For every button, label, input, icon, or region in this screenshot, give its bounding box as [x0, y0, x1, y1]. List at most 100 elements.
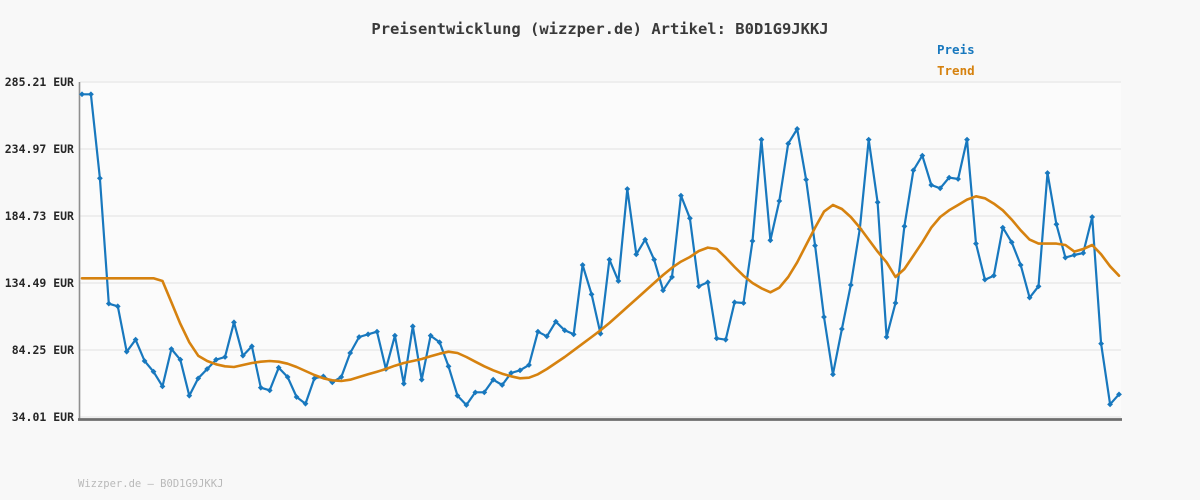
- data-point-marker: [928, 182, 935, 188]
- data-point-marker: [1035, 283, 1042, 290]
- y-axis-tick-label: 285.21 EUR: [5, 75, 74, 89]
- data-point-marker: [463, 402, 470, 408]
- data-point-marker: [186, 392, 193, 399]
- data-point-marker: [168, 346, 175, 352]
- data-point-marker: [293, 394, 300, 400]
- data-point-marker: [910, 167, 917, 174]
- data-point-marker: [195, 375, 202, 382]
- data-point-marker: [222, 354, 228, 360]
- legend-item-trend: Trend: [937, 63, 975, 78]
- data-point-marker: [642, 236, 649, 243]
- data-point-marker: [1026, 294, 1033, 301]
- data-point-marker: [275, 364, 282, 371]
- data-point-marker: [937, 185, 944, 192]
- data-point-marker: [266, 387, 273, 394]
- data-point-marker: [302, 400, 309, 407]
- data-point-marker: [892, 300, 899, 306]
- data-point-marker: [561, 327, 568, 334]
- data-point-marker: [472, 389, 479, 396]
- data-point-marker: [499, 382, 506, 388]
- data-point-marker: [114, 303, 121, 310]
- data-point-marker: [105, 300, 112, 307]
- chart-title: Preisentwicklung (wizzper.de) Artikel: B…: [371, 20, 829, 38]
- data-point-marker: [651, 256, 658, 263]
- data-point-marker: [973, 240, 979, 247]
- data-point-marker: [812, 242, 818, 249]
- data-point-marker: [409, 323, 416, 330]
- data-point-marker: [150, 368, 157, 375]
- data-point-marker: [508, 370, 515, 376]
- data-point-marker: [159, 383, 166, 390]
- data-point-marker: [526, 362, 532, 368]
- data-point-marker: [88, 91, 94, 98]
- data-point-marker: [713, 335, 720, 342]
- data-point-marker: [678, 192, 684, 199]
- data-point-marker: [821, 314, 827, 320]
- chart-legend: Preis Trend: [937, 39, 975, 81]
- data-point-marker: [535, 328, 541, 335]
- data-point-marker: [1053, 221, 1060, 228]
- data-point-marker: [964, 136, 970, 143]
- data-point-marker: [838, 326, 845, 332]
- data-point-marker: [830, 371, 836, 378]
- data-point-marker: [722, 336, 729, 343]
- data-point-marker: [427, 332, 434, 339]
- data-point-marker: [946, 174, 953, 181]
- y-axis-tick-label: 34.01 EUR: [12, 410, 74, 424]
- data-point-marker: [615, 278, 622, 284]
- data-point-marker: [96, 175, 103, 182]
- data-point-marker: [445, 363, 452, 370]
- data-point-marker: [365, 331, 371, 338]
- data-point-marker: [141, 358, 148, 364]
- y-axis-tick-label: 184.73 EUR: [5, 209, 74, 223]
- data-point-marker: [1017, 262, 1024, 268]
- data-point-marker: [847, 282, 854, 288]
- data-point-marker: [79, 91, 85, 98]
- data-point-marker: [347, 350, 354, 356]
- data-point-marker: [284, 374, 291, 380]
- data-point-marker: [374, 328, 380, 335]
- data-point-marker: [543, 333, 550, 340]
- data-point-marker: [517, 367, 523, 374]
- data-point-marker: [418, 376, 425, 383]
- data-point-marker: [749, 238, 756, 244]
- data-point-marker: [1089, 214, 1096, 220]
- watermark-text: Wizzper.de — B0D1G9JKKJ: [78, 478, 224, 490]
- data-point-marker: [436, 339, 443, 346]
- data-point-marker: [1008, 239, 1015, 246]
- data-point-marker: [481, 389, 488, 396]
- legend-item-preis: Preis: [937, 42, 975, 57]
- data-point-marker: [588, 291, 595, 298]
- data-point-marker: [490, 376, 497, 383]
- data-point-marker: [624, 186, 631, 192]
- data-point-marker: [731, 299, 738, 306]
- data-point-marker: [356, 334, 363, 340]
- data-point-marker: [400, 380, 407, 387]
- data-point-marker: [785, 140, 792, 147]
- data-point-marker: [454, 392, 461, 399]
- data-point-marker: [132, 336, 139, 343]
- y-axis-tick-label: 234.97 EUR: [5, 142, 74, 156]
- data-point-marker: [338, 374, 345, 380]
- data-point-marker: [1098, 340, 1105, 347]
- data-point-marker: [660, 287, 666, 294]
- y-axis-tick-label: 134.49 EUR: [5, 276, 74, 290]
- series-line-trend: [80, 195, 1121, 383]
- data-point-marker: [901, 223, 908, 230]
- data-point-marker: [767, 237, 774, 244]
- data-point-marker: [579, 262, 586, 268]
- data-point-marker: [776, 198, 783, 204]
- data-point-marker: [177, 356, 184, 363]
- data-point-marker: [257, 384, 264, 391]
- data-point-marker: [758, 136, 765, 143]
- data-point-marker: [883, 334, 890, 340]
- data-point-marker: [123, 348, 130, 355]
- data-point-marker: [865, 136, 872, 143]
- data-point-marker: [794, 126, 801, 132]
- data-point-marker: [955, 176, 961, 182]
- data-point-marker: [552, 318, 559, 325]
- data-point-marker: [740, 300, 747, 306]
- data-point-marker: [1071, 252, 1078, 258]
- data-point-marker: [669, 274, 675, 280]
